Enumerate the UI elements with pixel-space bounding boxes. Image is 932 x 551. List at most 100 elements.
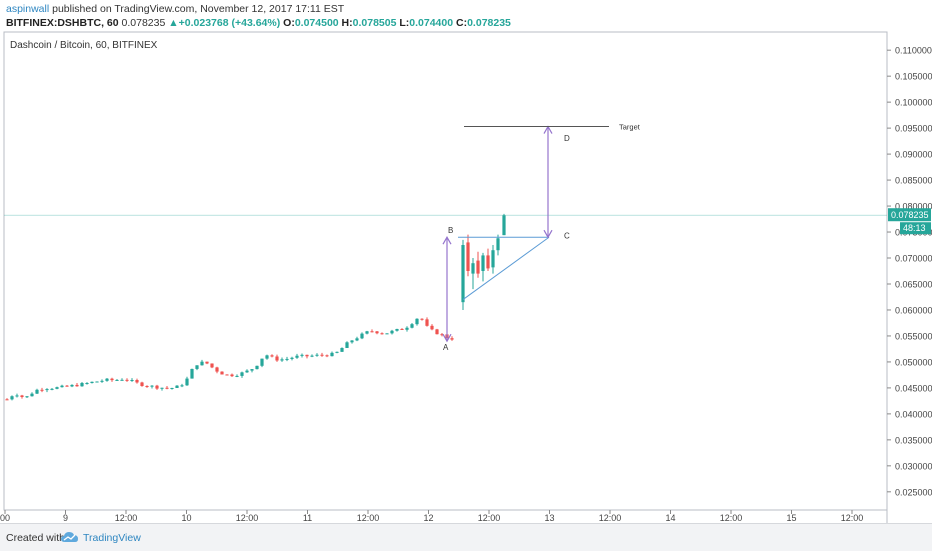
candles bbox=[5, 213, 506, 401]
x-tick-label: 15 bbox=[786, 513, 796, 523]
candle-body bbox=[425, 319, 429, 326]
candle-body bbox=[30, 393, 34, 397]
candle-body bbox=[75, 384, 79, 387]
plot-area[interactable] bbox=[3, 31, 888, 511]
ab-arrow-head-up bbox=[442, 236, 452, 245]
x-tick-label: 10 bbox=[181, 513, 191, 523]
triangle-bottom-line bbox=[462, 236, 550, 300]
price-chart[interactable]: 0.025000 0.030000 0.035000 0.040000 0.045000… bbox=[0, 0, 932, 523]
ab-arrow-head-down bbox=[442, 333, 452, 343]
candle-body bbox=[355, 338, 359, 341]
candle-body bbox=[335, 351, 339, 353]
candle-body bbox=[400, 328, 404, 330]
candle-body bbox=[345, 342, 349, 348]
candle-body bbox=[365, 331, 369, 334]
candle-body bbox=[300, 354, 304, 356]
candle-body bbox=[491, 250, 495, 268]
candle-body bbox=[476, 260, 480, 274]
y-tick-label: 0.095000 bbox=[895, 124, 932, 134]
candle-body bbox=[486, 255, 490, 269]
candle-body bbox=[466, 242, 470, 271]
candle-body bbox=[230, 374, 234, 377]
candle-body bbox=[170, 387, 174, 389]
y-tick-label: 0.055000 bbox=[895, 331, 932, 341]
label-d: D bbox=[564, 134, 570, 143]
x-tick-label: 12 bbox=[423, 513, 433, 523]
y-tick-label: 0.035000 bbox=[895, 435, 932, 445]
candle-body bbox=[350, 340, 354, 343]
candle-body bbox=[80, 383, 84, 387]
candle-body bbox=[220, 371, 224, 375]
candle-body bbox=[110, 378, 114, 381]
candle-body bbox=[40, 389, 44, 391]
candle-body bbox=[410, 324, 414, 328]
candle-body bbox=[370, 331, 374, 333]
tradingview-brand-link[interactable]: TradingView bbox=[83, 532, 141, 544]
candle-body bbox=[185, 378, 189, 386]
candle-body bbox=[471, 263, 475, 274]
open-label: O: bbox=[283, 17, 295, 29]
x-tick-label: 00 bbox=[0, 513, 10, 523]
y-tick-label: 0.100000 bbox=[895, 98, 932, 108]
candle-body bbox=[290, 357, 294, 359]
candle-body bbox=[5, 399, 9, 401]
published-text: published on TradingView.com, November 1… bbox=[52, 3, 345, 15]
candle-body bbox=[275, 356, 279, 361]
ticks: 0.025000 0.030000 0.035000 0.040000 0.045000… bbox=[0, 46, 932, 523]
x-tick-label: 9 bbox=[63, 513, 68, 523]
candle-body bbox=[200, 361, 204, 366]
candle-body bbox=[360, 333, 364, 339]
y-tick-label: 0.080000 bbox=[895, 202, 932, 212]
candle-body bbox=[65, 385, 69, 387]
candle-body bbox=[165, 387, 169, 389]
tradingview-cloud-icon[interactable] bbox=[60, 530, 80, 544]
candle-body bbox=[50, 388, 54, 390]
high-value: 0.078505 bbox=[352, 17, 397, 29]
candle-body bbox=[496, 238, 500, 251]
y-tick-label: 0.065000 bbox=[895, 279, 932, 289]
candle-body bbox=[385, 333, 389, 335]
candle-body bbox=[235, 375, 239, 377]
candle-body bbox=[240, 372, 244, 376]
x-tick-label: 12:00 bbox=[115, 513, 138, 523]
candle-body bbox=[502, 215, 506, 236]
candle-body bbox=[35, 389, 39, 394]
x-tick-label: 12:00 bbox=[478, 513, 501, 523]
countdown-label: 48:13 bbox=[903, 223, 926, 233]
candle-body bbox=[160, 387, 164, 389]
symbol-label: BITFINEX:DSHBTC, 60 bbox=[6, 17, 119, 29]
candle-body bbox=[70, 384, 74, 387]
candle-body bbox=[415, 318, 419, 325]
x-tick-label: 14 bbox=[665, 513, 675, 523]
candle-body bbox=[430, 325, 434, 330]
candle-body bbox=[140, 382, 144, 387]
candle-body bbox=[90, 381, 94, 384]
candle-body bbox=[85, 383, 89, 385]
candle-body bbox=[20, 395, 24, 398]
candle-body bbox=[265, 355, 269, 359]
candle-body bbox=[420, 318, 424, 320]
candle-body bbox=[315, 354, 319, 356]
candle-body bbox=[310, 355, 314, 357]
last-value: 0.078235 bbox=[121, 17, 166, 29]
y-tick-label: 0.105000 bbox=[895, 72, 932, 82]
change-value: +0.023768 (+43.64%) bbox=[178, 17, 281, 29]
candle-body bbox=[15, 395, 19, 397]
cd-arrow-head-down bbox=[543, 229, 553, 239]
y-tick-label: 0.030000 bbox=[895, 461, 932, 471]
candle-body bbox=[260, 358, 264, 366]
candle-body bbox=[450, 338, 454, 340]
candle-body bbox=[10, 396, 14, 400]
y-tick-label: 0.110000 bbox=[895, 46, 932, 56]
low-label: L: bbox=[399, 17, 410, 29]
author-link[interactable]: aspinwall bbox=[6, 3, 50, 15]
close-value: 0.078235 bbox=[467, 17, 511, 29]
y-tick-label: 0.090000 bbox=[895, 150, 932, 160]
y-tick-label: 0.025000 bbox=[895, 487, 932, 497]
candle-body bbox=[435, 329, 439, 335]
low-value: 0.074400 bbox=[409, 17, 454, 29]
open-value: 0.074500 bbox=[294, 17, 339, 29]
candle-body bbox=[190, 368, 194, 379]
x-tick-label: 12:00 bbox=[720, 513, 743, 523]
candle-body bbox=[225, 374, 229, 376]
